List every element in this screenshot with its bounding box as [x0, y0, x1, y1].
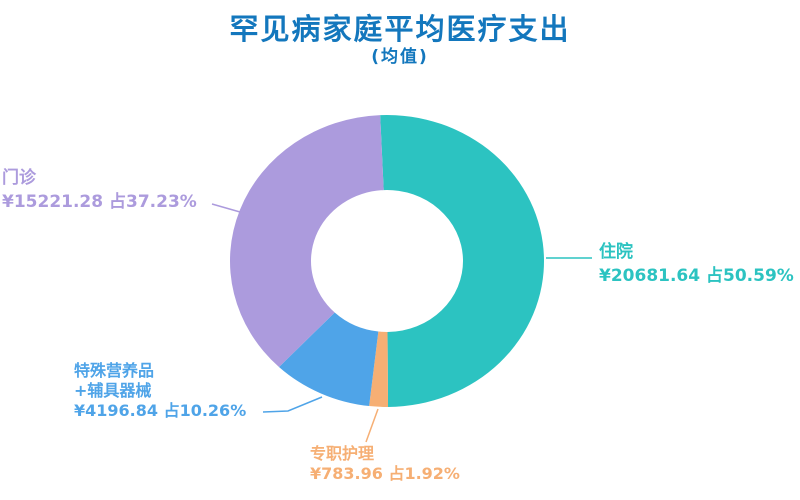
label-hospitalization: 住院 ¥20681.64 占50.59%	[599, 240, 794, 288]
nutrition-devices-name-line2: +辅具器械	[74, 381, 152, 400]
chart-title: 罕见病家庭平均医疗支出	[229, 12, 571, 46]
label-outpatient: 门诊 ¥15221.28 占37.23%	[2, 166, 197, 214]
donut-slice-outpatient[interactable]	[230, 115, 384, 367]
leader-line-outpatient	[211, 203, 241, 213]
outpatient-value: ¥15221.28 占37.23%	[2, 192, 197, 212]
hospitalization-value: ¥20681.64 占50.59%	[599, 266, 794, 286]
nutrition-devices-value: ¥4196.84 占10.26%	[74, 401, 247, 420]
nursing-name: 专职护理	[310, 444, 375, 463]
label-nursing: 专职护理 ¥783.96 占1.92%	[310, 444, 460, 484]
outpatient-name: 门诊	[2, 168, 36, 188]
donut-slice-hospitalization[interactable]	[380, 114, 545, 407]
leader-line-nursing	[365, 408, 379, 443]
donut-slice-nursing[interactable]	[369, 331, 389, 407]
nursing-value: ¥783.96 占1.92%	[310, 464, 460, 483]
label-nutrition-devices: 特殊营养品 +辅具器械 ¥4196.84 占10.26%	[74, 361, 246, 421]
nutrition-devices-name-line1: 特殊营养品	[74, 361, 155, 380]
leader-line-nutrition_devices	[262, 396, 323, 413]
hospitalization-name: 住院	[599, 242, 633, 262]
donut-slice-nutrition_devices[interactable]	[278, 312, 379, 407]
chart-subtitle: (均值)	[371, 47, 429, 67]
